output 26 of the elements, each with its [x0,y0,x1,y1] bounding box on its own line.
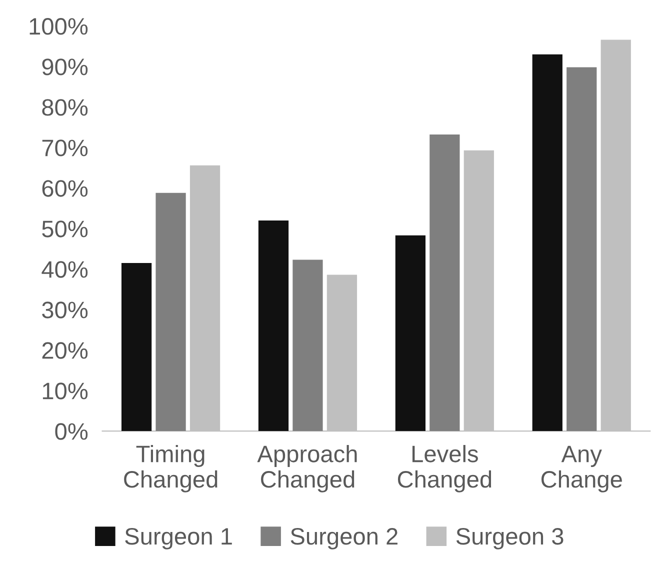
bar [430,134,460,432]
y-tick-label: 10% [42,382,88,400]
legend-label: Surgeon 3 [456,528,564,550]
legend-label: Surgeon 2 [290,528,398,550]
bar [395,235,426,432]
x-tick-label: Any Change [541,446,622,492]
y-tick-label: 100% [30,18,88,35]
x-tick-label: Timing Changed [124,444,218,492]
y-tick-label: 50% [42,220,88,238]
y-tick-label: 70% [42,140,88,156]
bar [566,67,597,432]
bar [292,260,323,432]
legend-label: Surgeon 1 [125,528,232,550]
bar [258,220,289,432]
y-tick-label: 90% [42,58,88,76]
y-tick-label: 40% [42,261,88,278]
y-tick-label: 30% [42,302,88,318]
bar [532,54,562,432]
y-tick-label: 60% [42,180,88,197]
bar [156,192,186,432]
y-tick-label: 80% [42,99,88,116]
bar [121,262,152,432]
x-tick-label: Approach Changed [257,444,357,492]
x-tick-label: Levels Changed [398,444,492,492]
y-tick-label: 0% [55,423,88,440]
y-tick-label: 20% [42,342,88,359]
